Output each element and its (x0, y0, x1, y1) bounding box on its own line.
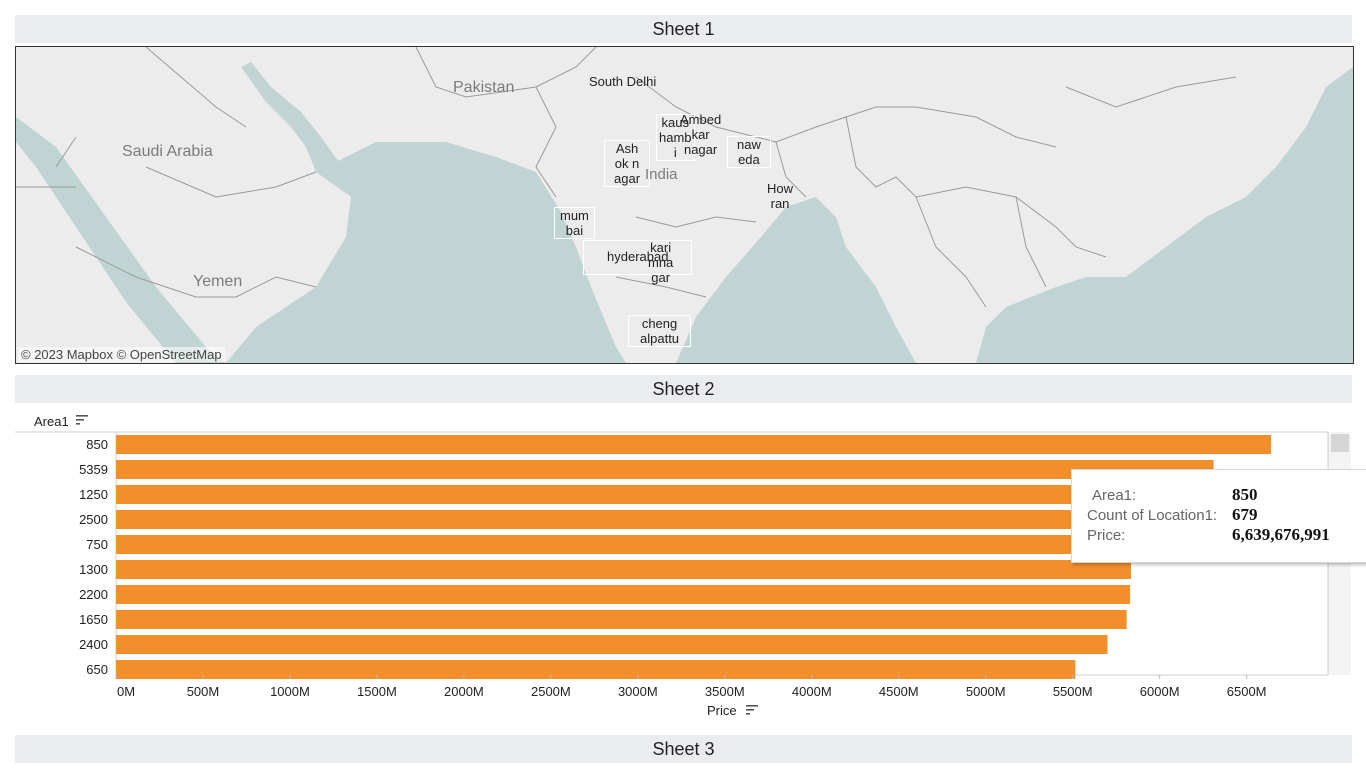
x-tick-label: 5000M (966, 684, 1006, 699)
x-tick-label: 6500M (1227, 684, 1267, 699)
map-label-chengalpattu[interactable]: cheng alpattu (628, 315, 692, 347)
map-label-south-delhi[interactable]: South Delhi (589, 74, 657, 89)
sort-icon[interactable] (75, 413, 89, 427)
map-label-hyderabad[interactable]: hyderabad (583, 240, 693, 275)
y-tick-label[interactable]: 750 (86, 537, 108, 552)
x-tick-label: 3500M (705, 684, 745, 699)
map-label-howran[interactable]: How ran (767, 181, 794, 211)
bar[interactable] (116, 435, 1271, 454)
sheet3-title: Sheet 3 (15, 735, 1352, 763)
map-label-karimnagar[interactable]: kari mna gar (648, 240, 674, 285)
x-tick-label: 4000M (792, 684, 832, 699)
tooltip-price-label: Price: (1087, 527, 1126, 544)
x-tick-label: 1000M (270, 684, 310, 699)
country-label-india: India (645, 166, 678, 183)
x-axis-title[interactable]: Price (707, 703, 737, 718)
country-label-yemen: Yemen (193, 273, 243, 290)
bar[interactable] (116, 585, 1131, 604)
x-tick-label: 1500M (357, 684, 397, 699)
country-borders (16, 47, 1237, 308)
gulf-thailand-shape (1016, 302, 1056, 363)
y-tick-label[interactable]: 5359 (79, 462, 108, 477)
map-base (16, 47, 1353, 363)
map-label-ashok-nagar[interactable]: Ash ok n agar (604, 140, 651, 187)
x-tick-label: 6000M (1140, 684, 1180, 699)
map-attribution[interactable]: © 2023 Mapbox © OpenStreetMap (18, 347, 225, 362)
bar[interactable] (116, 660, 1076, 679)
map-label-ambedkar-nagar[interactable]: Ambed kar nagar (680, 112, 722, 157)
bar[interactable] (116, 485, 1178, 504)
bar[interactable] (116, 560, 1131, 579)
sheet1-title: Sheet 1 (15, 15, 1352, 43)
map-view[interactable]: Pakistan Saudi Arabia Yemen India South … (15, 46, 1354, 364)
bar[interactable] (116, 510, 1160, 529)
x-tick-label: 500M (187, 684, 220, 699)
tooltip-count-label: Count of Location1: (1087, 507, 1218, 524)
y-tick-label[interactable]: 850 (86, 437, 108, 452)
map-label-mumbai[interactable]: mum bai (554, 207, 595, 239)
x-tick-label: 4500M (879, 684, 919, 699)
south-china-sea-shape (976, 67, 1353, 363)
country-label-saudi-arabia: Saudi Arabia (122, 143, 213, 160)
bar-chart[interactable]: 850 5359 1250 2500 750 1300 2200 1650 2400 650 0M 5… (15, 410, 1352, 725)
bar[interactable] (116, 635, 1108, 654)
red-sea-shape (16, 117, 226, 363)
tooltip-count-value: 679 (1232, 505, 1258, 524)
bar[interactable] (116, 610, 1127, 629)
bar[interactable] (116, 460, 1214, 479)
map-label-kaushambi[interactable]: kaus hamb i (656, 114, 695, 161)
bar[interactable] (116, 535, 1143, 554)
y-tick-label[interactable]: 2500 (79, 512, 108, 527)
sheet2-title: Sheet 2 (15, 375, 1352, 403)
y-tick-label[interactable]: 1650 (79, 612, 108, 627)
bay-of-bengal-shape (676, 197, 916, 363)
persian-gulf-shape (241, 62, 341, 177)
x-tick-label: 2500M (531, 684, 571, 699)
x-tick-label: 0M (117, 684, 135, 699)
tooltip-price-value: 6,639,676,991 (1232, 525, 1330, 544)
x-tick-label: 3000M (618, 684, 658, 699)
sort-icon[interactable] (745, 703, 759, 717)
y-tick-label[interactable]: 1250 (79, 487, 108, 502)
y-tick-label[interactable]: 1300 (79, 562, 108, 577)
tooltip-area-label: Area1: (1092, 487, 1137, 504)
arabian-sea-shape (226, 142, 626, 363)
scrollbar-thumb[interactable] (1331, 434, 1349, 452)
map-label-naweda[interactable]: naw eda (727, 136, 771, 168)
country-label-pakistan: Pakistan (453, 79, 515, 96)
y-tick-label[interactable]: 2200 (79, 587, 108, 602)
x-tick-label: 2000M (444, 684, 484, 699)
y-axis-title[interactable]: Area1 (34, 414, 69, 429)
y-tick-label[interactable]: 2400 (79, 637, 108, 652)
tooltip-area-value: 850 (1232, 485, 1258, 504)
tooltip: Area1: 850 Count of Location1: 679 Price… (1071, 469, 1366, 563)
x-tick-label: 5500M (1053, 684, 1093, 699)
y-tick-label[interactable]: 650 (86, 662, 108, 677)
